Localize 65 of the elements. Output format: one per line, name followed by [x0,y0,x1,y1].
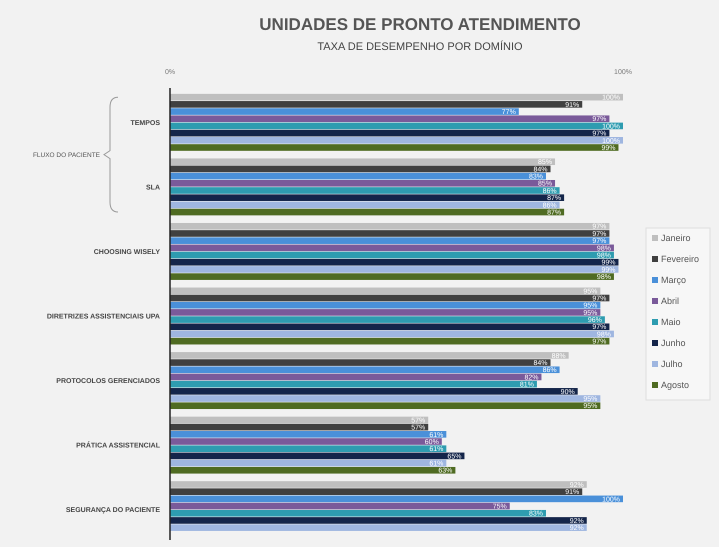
bar [170,137,623,144]
bar [170,122,623,130]
bar [170,258,618,266]
bar [170,302,600,309]
chart-title: UNIDADES DE PRONTO ATENDIMENTO [259,15,581,34]
bar [170,402,600,410]
chart-subtitle: TAXA DE DESEMPENHO POR DOMÍNIO [317,40,524,53]
bar [170,460,446,466]
bar [170,244,614,252]
bar [170,366,560,374]
bar [170,488,582,495]
bar [170,273,614,280]
legend-label: Agosto [661,380,690,390]
bar [170,510,546,517]
bar [170,452,464,460]
bar [170,416,428,424]
bar [170,130,610,136]
bar [170,237,610,244]
bar [170,288,600,294]
bar [170,230,610,237]
legend-label: Junho [661,338,686,348]
bar [170,330,614,338]
bar [170,187,560,194]
bar [170,517,587,524]
bar [170,316,605,323]
bar [170,172,546,180]
bar [170,222,610,230]
bar [170,266,618,273]
bar [170,194,564,201]
bar [170,524,587,531]
bar [170,338,610,344]
bar [170,496,623,502]
legend-label: Janeiro [661,233,691,244]
bar [170,445,446,452]
bar [170,144,618,151]
bar [170,158,556,166]
bar [170,395,600,402]
bar [170,388,578,395]
bar [170,380,537,388]
bar [170,202,560,208]
bar [170,466,456,474]
legend-label: Maio [661,317,681,328]
bar [170,294,610,302]
bar [170,374,542,380]
legend-label: Fevereiro [661,254,700,264]
bar [170,309,600,316]
bar [170,359,551,366]
legend-label: Abril [661,296,680,306]
bar [170,108,519,115]
bar [170,481,587,488]
bar [170,252,614,258]
bar [170,166,551,172]
bar [170,352,569,359]
legend-label: Março [661,275,686,286]
bar [170,94,623,100]
bar [170,502,510,510]
bar [170,208,564,216]
bar [170,323,610,330]
bar [170,424,428,430]
legend-label: Julho [661,359,683,370]
bar [170,101,582,108]
bar [170,180,556,187]
bar [170,438,442,445]
bar [170,115,610,122]
bar [170,431,446,438]
